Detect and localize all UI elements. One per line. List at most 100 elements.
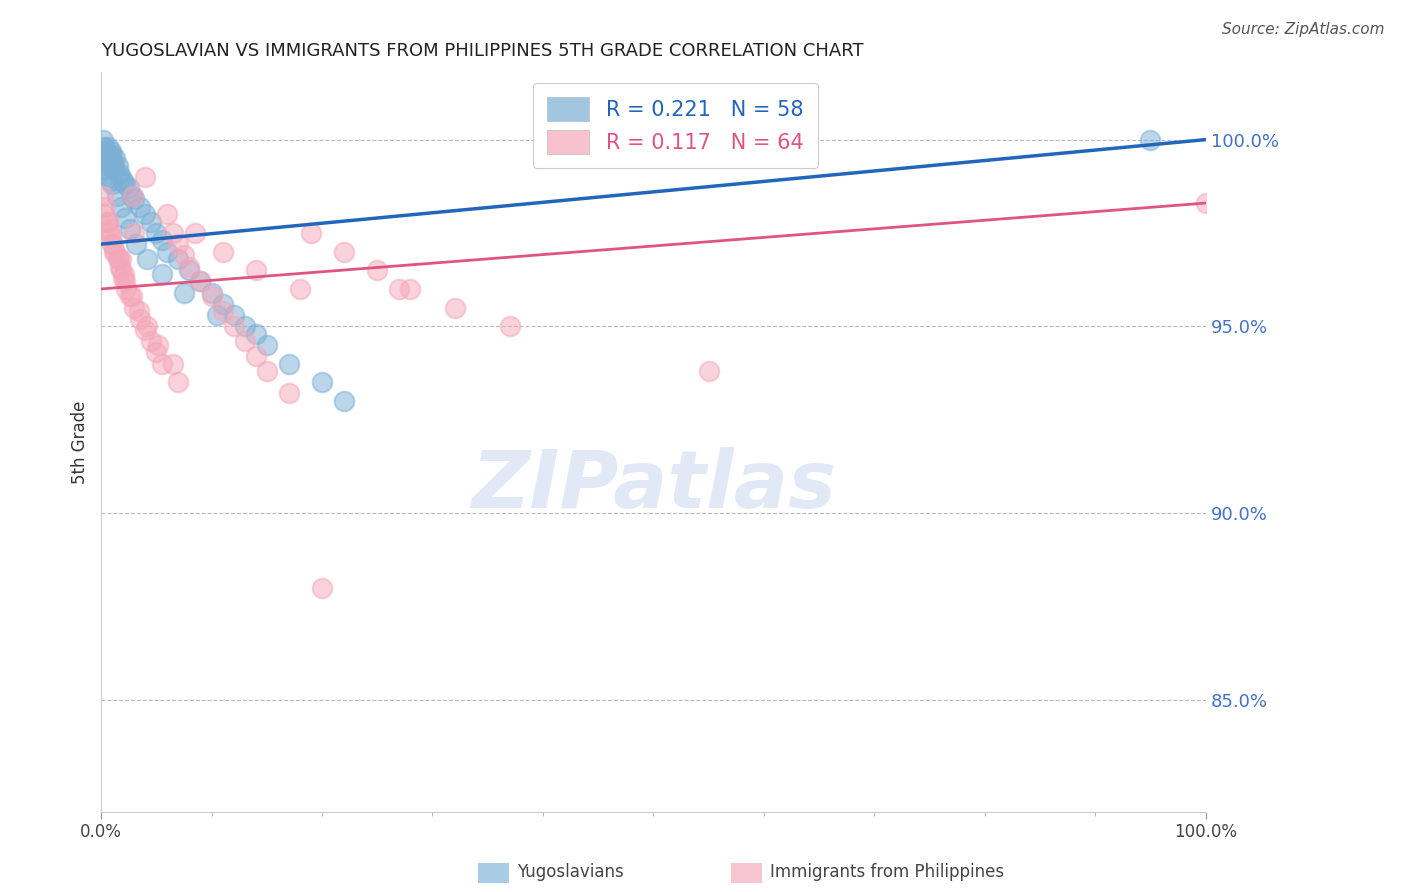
Point <box>94 151 117 165</box>
Point <box>211 244 233 259</box>
Point <box>156 207 179 221</box>
Point <box>245 263 267 277</box>
Point <box>104 244 127 259</box>
Point <box>96 151 118 165</box>
Point <box>167 252 190 266</box>
Point <box>167 376 190 390</box>
Point <box>388 282 411 296</box>
Point <box>94 200 117 214</box>
Point <box>104 151 127 165</box>
Point <box>179 260 201 274</box>
Point <box>114 275 136 289</box>
Point <box>107 166 129 180</box>
Point <box>150 234 173 248</box>
Legend: R = 0.221   N = 58, R = 0.117   N = 64: R = 0.221 N = 58, R = 0.117 N = 64 <box>533 83 818 169</box>
Point <box>97 140 120 154</box>
Point <box>100 229 122 244</box>
Point <box>222 319 245 334</box>
Point <box>222 308 245 322</box>
Point <box>190 275 212 289</box>
Point <box>128 311 150 326</box>
Point <box>200 285 222 300</box>
Point <box>93 162 115 177</box>
Point <box>93 140 115 154</box>
Point <box>443 301 465 315</box>
Point <box>162 357 184 371</box>
Point <box>103 244 125 259</box>
Point <box>110 169 132 184</box>
Point <box>93 207 115 221</box>
Point <box>184 226 207 240</box>
Y-axis label: 5th Grade: 5th Grade <box>72 401 89 483</box>
Point <box>101 147 124 161</box>
Point <box>122 192 145 206</box>
Point <box>97 159 120 173</box>
Point <box>179 263 201 277</box>
Point <box>112 267 135 281</box>
Point <box>97 155 120 169</box>
Point <box>107 252 129 266</box>
Point <box>139 334 162 348</box>
Point <box>311 581 333 595</box>
Point <box>121 289 143 303</box>
Point <box>173 248 195 262</box>
Point <box>96 215 118 229</box>
Point <box>101 237 124 252</box>
Point <box>148 338 170 352</box>
Point <box>96 155 118 169</box>
Point <box>333 244 356 259</box>
Point <box>190 275 212 289</box>
Point <box>91 188 114 202</box>
Point <box>114 211 136 225</box>
Point <box>145 226 167 240</box>
Point <box>245 349 267 363</box>
Point <box>100 144 122 158</box>
Point <box>211 304 233 318</box>
Point <box>366 263 388 277</box>
Point <box>150 267 173 281</box>
Point <box>97 147 120 161</box>
Point <box>103 155 125 169</box>
Point <box>105 188 128 202</box>
Point <box>311 376 333 390</box>
Point <box>256 364 278 378</box>
Point <box>128 200 150 214</box>
Point <box>277 386 299 401</box>
Point <box>205 308 228 322</box>
Point <box>233 334 256 348</box>
Point <box>162 226 184 240</box>
Point <box>173 285 195 300</box>
Point <box>101 178 124 192</box>
Point <box>122 301 145 315</box>
Point <box>167 237 190 252</box>
Point <box>134 207 156 221</box>
Point <box>118 289 141 303</box>
Text: Immigrants from Philippines: Immigrants from Philippines <box>770 863 1005 881</box>
Point <box>136 319 159 334</box>
Point <box>115 282 138 296</box>
Point <box>100 174 122 188</box>
Point <box>98 169 121 184</box>
Point <box>107 252 129 266</box>
Point <box>233 319 256 334</box>
Point <box>697 364 720 378</box>
Point <box>211 297 233 311</box>
Point <box>200 289 222 303</box>
Point <box>97 222 120 236</box>
Point <box>122 226 145 240</box>
Point <box>101 159 124 173</box>
Point <box>118 222 141 236</box>
Point <box>112 270 135 285</box>
Point <box>110 252 132 266</box>
Point <box>136 252 159 266</box>
Point <box>333 393 356 408</box>
Point <box>108 260 131 274</box>
Point <box>499 319 522 334</box>
Point <box>145 345 167 359</box>
Point <box>110 263 132 277</box>
Point <box>277 357 299 371</box>
Point <box>98 151 121 165</box>
Point <box>288 282 311 296</box>
Point <box>114 178 136 192</box>
Point <box>399 282 422 296</box>
